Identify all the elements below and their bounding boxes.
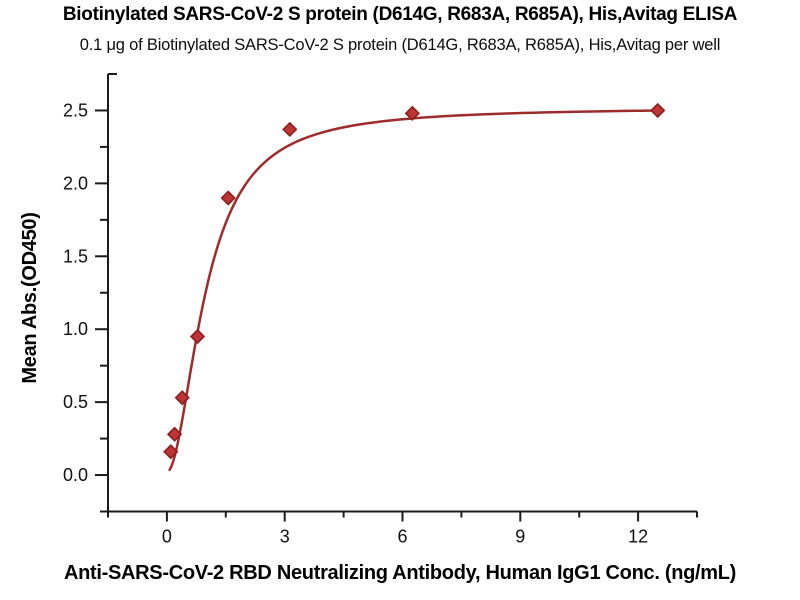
y-tick-label: 1.5 [63, 246, 88, 266]
y-tick-label: 2.5 [63, 100, 88, 120]
data-point-marker [282, 121, 298, 138]
data-point-marker [166, 426, 183, 442]
x-tick-label: 12 [628, 527, 648, 547]
x-tick-label: 9 [515, 527, 525, 547]
y-tick-label: 0.5 [63, 392, 88, 412]
data-point-marker [404, 105, 420, 122]
fit-curve-line [168, 109, 659, 472]
x-tick-label: 3 [280, 527, 290, 547]
y-tick-label: 2.0 [63, 173, 88, 193]
x-axis-title: Anti-SARS-CoV-2 RBD Neutralizing Antibod… [63, 562, 737, 584]
data-point-marker [220, 190, 236, 206]
chart-subtitle: 0.1 μg of Biotinylated SARS-CoV-2 S prot… [79, 36, 721, 54]
data-point-marker [189, 328, 206, 345]
y-tick-label: 1.0 [63, 319, 88, 339]
y-tick-label: 0.0 [63, 465, 88, 485]
chart-title: Biotinylated SARS-CoV-2 S protein (D614G… [62, 4, 738, 25]
data-point-marker [650, 102, 666, 119]
data-point-marker [174, 390, 190, 406]
x-tick-label: 0 [162, 527, 172, 547]
data-point-marker [163, 444, 179, 460]
x-tick-label: 6 [397, 527, 407, 547]
